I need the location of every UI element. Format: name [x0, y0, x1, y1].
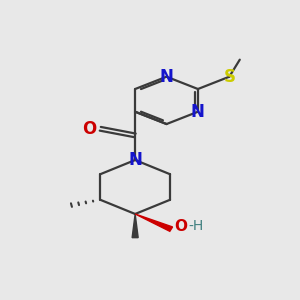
- Polygon shape: [135, 214, 172, 231]
- Text: O: O: [82, 120, 97, 138]
- Text: -H: -H: [188, 219, 203, 233]
- Text: N: N: [160, 68, 173, 86]
- Text: S: S: [223, 68, 235, 86]
- Text: N: N: [128, 151, 142, 169]
- Polygon shape: [132, 214, 138, 238]
- Text: N: N: [191, 103, 205, 121]
- Text: O: O: [174, 219, 187, 234]
